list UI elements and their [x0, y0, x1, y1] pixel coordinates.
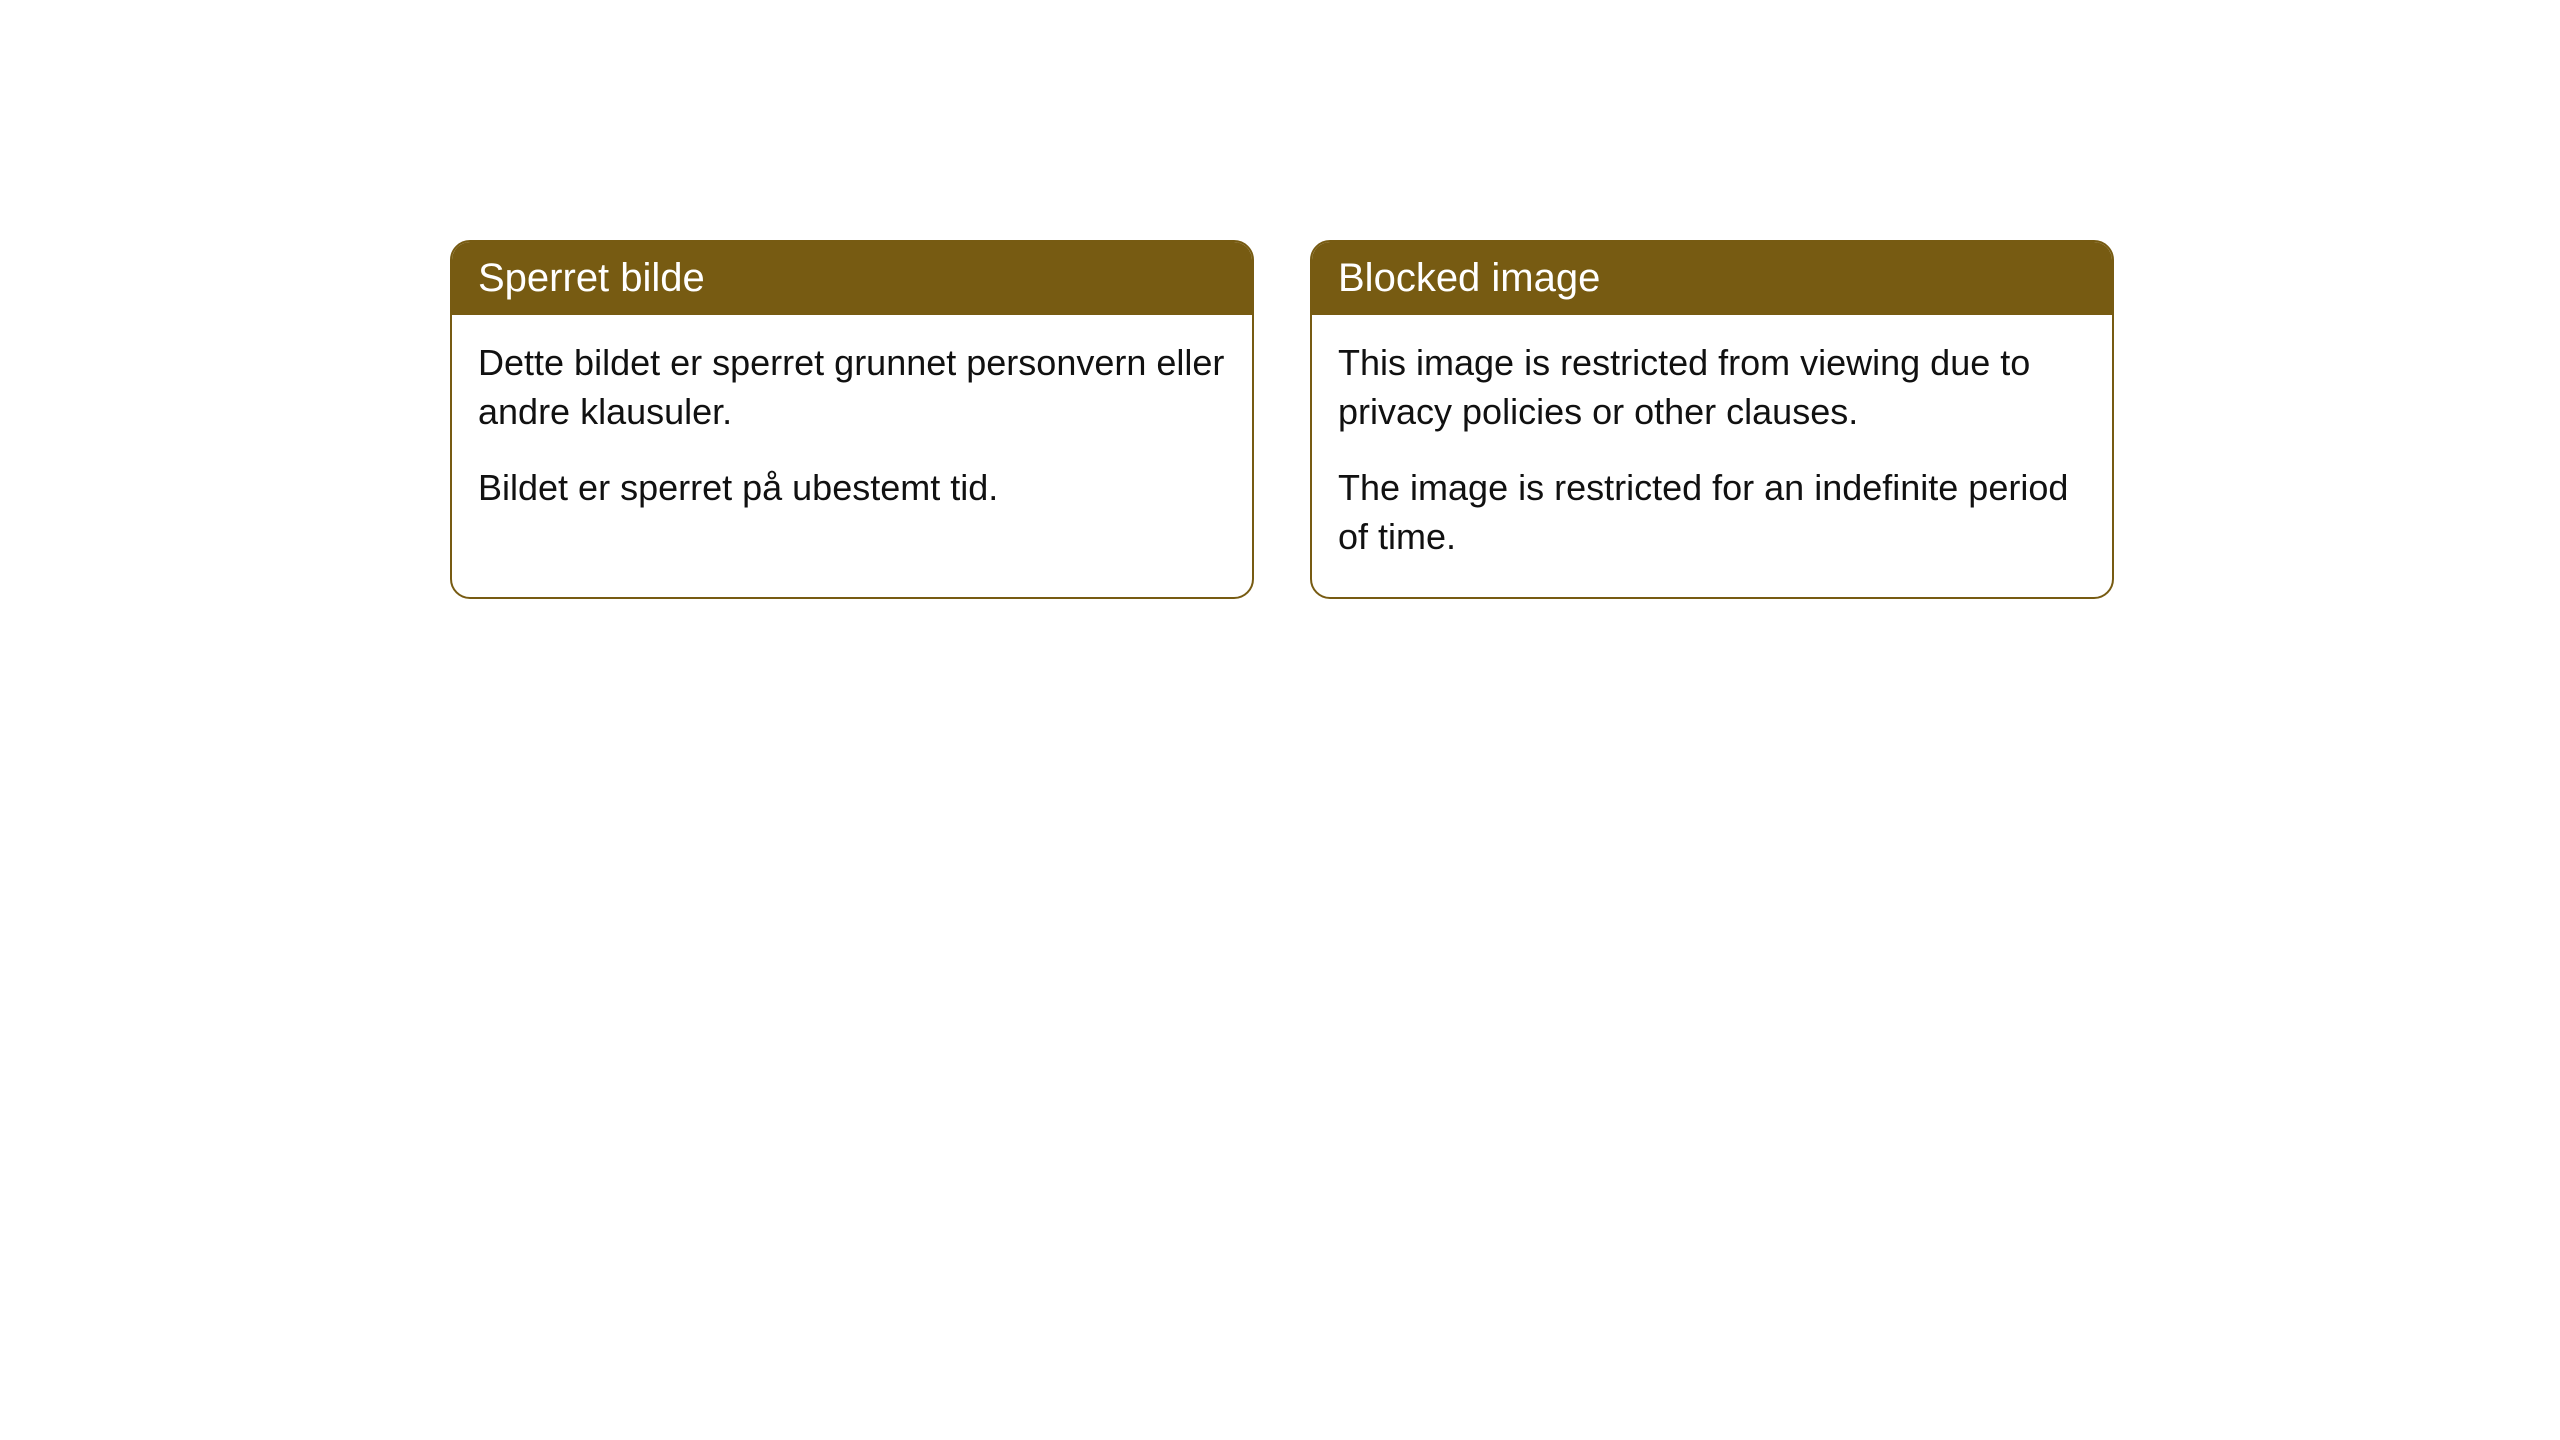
- card-paragraph: Bildet er sperret på ubestemt tid.: [478, 464, 1226, 513]
- card-body: This image is restricted from viewing du…: [1312, 315, 2112, 597]
- notice-card-norwegian: Sperret bilde Dette bildet er sperret gr…: [450, 240, 1254, 599]
- card-header: Sperret bilde: [452, 242, 1252, 315]
- card-title: Sperret bilde: [478, 256, 705, 300]
- card-header: Blocked image: [1312, 242, 2112, 315]
- card-paragraph: Dette bildet er sperret grunnet personve…: [478, 339, 1226, 436]
- card-title: Blocked image: [1338, 256, 1600, 300]
- card-paragraph: This image is restricted from viewing du…: [1338, 339, 2086, 436]
- notice-card-english: Blocked image This image is restricted f…: [1310, 240, 2114, 599]
- card-paragraph: The image is restricted for an indefinit…: [1338, 464, 2086, 561]
- card-body: Dette bildet er sperret grunnet personve…: [452, 315, 1252, 549]
- notice-cards-container: Sperret bilde Dette bildet er sperret gr…: [450, 240, 2560, 599]
